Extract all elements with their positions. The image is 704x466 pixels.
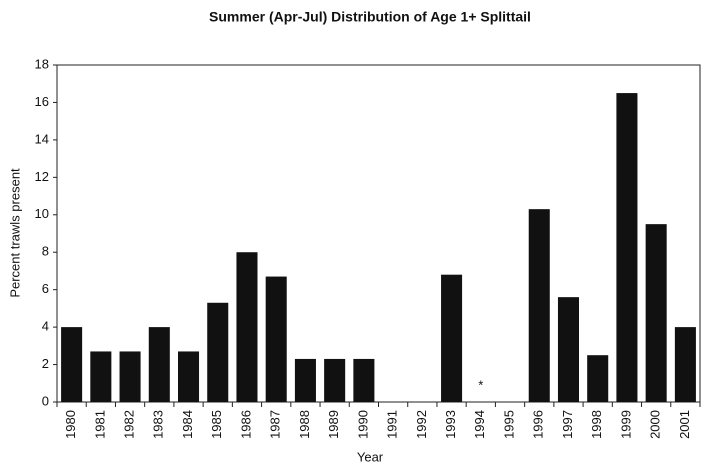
y-tick-label: 2	[42, 356, 49, 371]
x-tick-label: 1983	[151, 410, 166, 439]
x-tick-label: 1995	[501, 410, 516, 439]
x-tick-label: 1997	[560, 410, 575, 439]
annotation: *	[478, 377, 483, 392]
x-tick-label: 2001	[677, 410, 692, 439]
y-tick-label: 4	[42, 319, 49, 334]
bar	[528, 209, 550, 402]
bar	[441, 274, 463, 402]
bar	[148, 327, 170, 402]
bar	[119, 351, 141, 402]
x-tick-label: 1986	[238, 410, 253, 439]
x-tick-label: 1999	[618, 410, 633, 439]
bar	[353, 358, 375, 402]
x-axis-label: Year	[357, 449, 384, 464]
y-tick-label: 8	[42, 244, 49, 259]
y-axis-label: Percent trawls present	[7, 168, 22, 298]
y-tick-label: 18	[35, 56, 49, 71]
bar	[674, 327, 696, 402]
x-tick-label: 1991	[385, 410, 400, 439]
x-tick-label: 1982	[122, 410, 137, 439]
bar	[294, 358, 316, 402]
bar	[178, 351, 200, 402]
x-tick-label: 1988	[297, 410, 312, 439]
bar	[587, 355, 609, 402]
x-tick-label: 1998	[589, 410, 604, 439]
bar	[265, 276, 287, 402]
x-tick-label: 1992	[414, 410, 429, 439]
bar	[90, 351, 112, 402]
x-tick-label: 1993	[443, 410, 458, 439]
x-tick-label: 1981	[92, 410, 107, 439]
y-tick-label: 6	[42, 281, 49, 296]
chart-title: Summer (Apr-Jul) Distribution of Age 1+ …	[209, 9, 531, 25]
bar	[236, 252, 258, 402]
y-tick-label: 10	[35, 206, 49, 221]
bar	[61, 327, 83, 402]
y-tick-label: 14	[35, 131, 49, 146]
bar	[207, 302, 229, 402]
y-tick-label: 16	[35, 94, 49, 109]
bar	[324, 358, 346, 402]
x-tick-label: 1989	[326, 410, 341, 439]
x-tick-label: 2000	[648, 410, 663, 439]
y-tick-label: 0	[42, 393, 49, 408]
y-tick-label: 12	[35, 169, 49, 184]
x-tick-label: 1994	[472, 410, 487, 439]
x-tick-label: 1990	[355, 410, 370, 439]
x-tick-label: 1987	[268, 410, 283, 439]
bar	[616, 93, 638, 402]
x-tick-label: 1984	[180, 410, 195, 439]
x-tick-label: 1980	[63, 410, 78, 439]
x-tick-label: 1985	[209, 410, 224, 439]
bar	[557, 297, 579, 402]
x-tick-label: 1996	[531, 410, 546, 439]
bar	[645, 224, 667, 402]
